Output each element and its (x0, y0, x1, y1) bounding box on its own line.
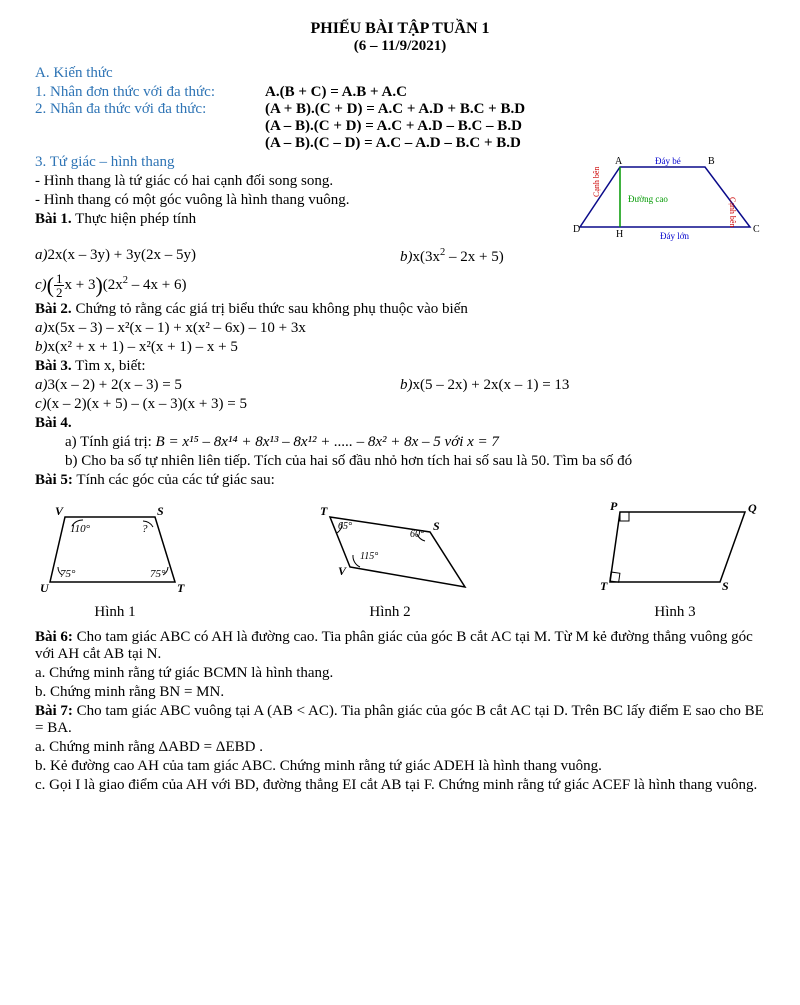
bai3-c: (x – 2)(x + 5) – (x – 3)(x + 3) = 5 (47, 396, 247, 412)
bai1-c-prefix: c) (35, 277, 47, 293)
figure-1: V S U T 110° ? 75° 75° Hình 1 (35, 497, 195, 621)
bai3-a-prefix: a) (35, 377, 48, 393)
trapezoid-diagram: A B C D H Đáy bé Đáy lớn Đường cao Cạnh … (565, 152, 765, 247)
bai4-b: Cho ba số tự nhiên liên tiếp. Tích của h… (78, 453, 633, 469)
bai1-c-r2: – 4x + 6) (128, 277, 186, 293)
svg-text:Đáy bé: Đáy bé (655, 156, 681, 166)
svg-text:V: V (55, 504, 64, 518)
svg-text:Đáy lớn: Đáy lớn (660, 231, 690, 241)
svg-text:Cạnh bên: Cạnh bên (592, 167, 601, 197)
item1-formula: A.(B + C) = A.B + A.C (265, 84, 407, 101)
section3-label: 3. Tứ giác – hình thang (35, 154, 565, 171)
svg-text:Q: Q (748, 501, 757, 515)
bai1-rest: Thực hiện phép tính (72, 211, 197, 227)
bai3-b-prefix: b) (400, 377, 413, 393)
bai1-c-r: (2x (103, 277, 123, 293)
bai2-a-prefix: a) (35, 320, 48, 336)
fig2-caption: Hình 2 (295, 604, 485, 621)
figure-3: P Q T S Hình 3 (585, 497, 765, 621)
item2-label: 2. Nhân đa thức với đa thức: (35, 101, 265, 118)
bai7-l1: Cho tam giác ABC vuông tại A (AB < AC). … (35, 703, 764, 736)
bai1-b1: x (413, 249, 421, 265)
bai7-c: c. Gọi I là giao điểm của AH với BD, đườ… (35, 777, 765, 794)
bai5-title: Bài 5: (35, 472, 73, 488)
fig3-caption: Hình 3 (585, 604, 765, 621)
svg-text:?: ? (142, 523, 148, 535)
bai7-a: a. Chứng minh rằng ΔABD = ΔEBD . (35, 739, 765, 756)
svg-text:H: H (616, 229, 623, 240)
svg-text:V: V (338, 564, 347, 578)
bai6-a: a. Chứng minh rằng tứ giác BCMN là hình … (35, 665, 765, 682)
bai1-c-num: 1 (54, 272, 65, 286)
bai2-b: x(x² + x + 1) – x²(x + 1) – x + 5 (48, 339, 238, 355)
figure-2: T S V 65° 60° 115° Hình 2 (295, 497, 485, 621)
bai2-rest: Chứng tỏ rằng các giá trị biểu thức sau … (72, 301, 468, 317)
bai1-a: 2x(x – 3y) + 3y(2x – 5y) (48, 247, 196, 263)
bai1-c-den: 2 (54, 286, 65, 299)
svg-text:C: C (753, 224, 760, 235)
svg-text:S: S (722, 579, 729, 593)
svg-text:A: A (615, 156, 623, 167)
bai6-b: b. Chứng minh rằng BN = MN. (35, 684, 765, 701)
svg-text:75°: 75° (150, 568, 166, 580)
item1-label: 1. Nhân đơn thức với đa thức: (35, 84, 265, 101)
svg-text:U: U (40, 581, 50, 595)
bai3-rest: Tìm x, biết: (72, 358, 146, 374)
bai2-title: Bài 2. (35, 301, 72, 317)
svg-text:115°: 115° (360, 551, 378, 562)
bai1-c-mid: x + 3 (64, 277, 95, 293)
section-a-label: A. Kiến thức (35, 65, 765, 82)
bai3-a: 3(x – 2) + 2(x – 3) = 5 (48, 377, 182, 393)
svg-text:75°: 75° (60, 568, 76, 580)
item2-f3: (A – B).(C – D) = A.C – A.D – B.C + B.D (265, 135, 521, 152)
page-subtitle: (6 – 11/9/2021) (35, 38, 765, 55)
bai1-b-prefix: b) (400, 249, 413, 265)
bai1-a-prefix: a) (35, 247, 48, 263)
section3-line2: - Hình thang có một góc vuông là hình th… (35, 192, 565, 209)
svg-text:Cạnh bên: Cạnh bên (728, 197, 737, 227)
svg-text:T: T (600, 579, 608, 593)
svg-text:S: S (157, 504, 164, 518)
svg-text:T: T (320, 504, 328, 518)
bai7-title: Bài 7: (35, 703, 73, 719)
item2-f2: (A – B).(C + D) = A.C + A.D – B.C – B.D (265, 118, 522, 135)
bai6-l1: Cho tam giác ABC có AH là đường cao. Tia… (35, 629, 753, 662)
bai2-a: x(5x – 3) – x²(x – 1) + x(x² – 6x) – 10 … (48, 320, 306, 336)
bai4-b-prefix: b) (65, 453, 78, 469)
fig1-caption: Hình 1 (35, 604, 195, 621)
svg-text:D: D (573, 224, 580, 235)
svg-text:B: B (708, 156, 715, 167)
svg-text:Đường cao: Đường cao (628, 194, 668, 204)
bai3-b: x(5 – 2x) + 2x(x – 1) = 13 (413, 377, 570, 393)
bai4-a-text: Tính giá trị: (77, 434, 156, 450)
svg-text:P: P (610, 499, 618, 513)
item2-f1: (A + B).(C + D) = A.C + A.D + B.C + B.D (265, 101, 525, 118)
bai3-title: Bài 3. (35, 358, 72, 374)
bai1-title: Bài 1. (35, 211, 72, 227)
bai1-b2: (3x (420, 249, 440, 265)
svg-text:S: S (433, 519, 440, 533)
bai4-a-prefix: a) (65, 434, 77, 450)
svg-text:T: T (177, 581, 185, 595)
bai4-title: Bài 4. (35, 415, 765, 432)
bai4-a-expr: B = x¹⁵ – 8x¹⁴ + 8x¹³ – 8x¹² + ..... – 8… (156, 434, 499, 450)
page-title: PHIẾU BÀI TẬP TUẦN 1 (35, 20, 765, 38)
section3-line1: - Hình thang là tứ giác có hai cạnh đối … (35, 173, 565, 190)
bai6-title: Bài 6: (35, 629, 73, 645)
bai5-rest: Tính các góc của các tứ giác sau: (73, 472, 275, 488)
bai3-c-prefix: c) (35, 396, 47, 412)
bai1-b4: – 2x + 5) (445, 249, 503, 265)
bai2-b-prefix: b) (35, 339, 48, 355)
bai7-b: b. Kẻ đường cao AH của tam giác ABC. Chứ… (35, 758, 765, 775)
